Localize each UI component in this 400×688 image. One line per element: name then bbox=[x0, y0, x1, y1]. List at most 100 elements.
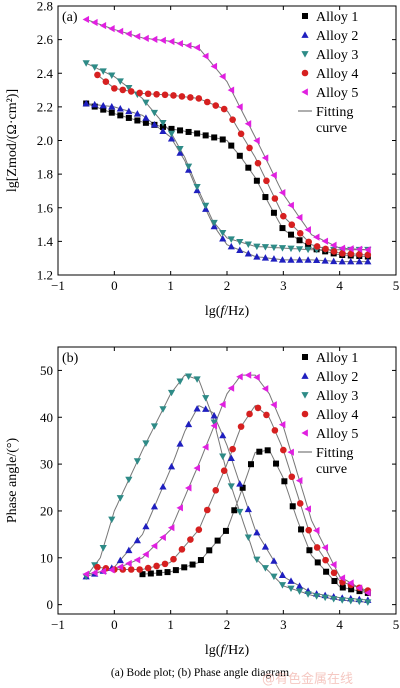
data-point bbox=[116, 563, 124, 571]
data-point bbox=[219, 431, 227, 439]
data-point bbox=[338, 244, 346, 252]
data-point bbox=[347, 597, 355, 605]
data-point bbox=[142, 522, 150, 530]
data-point bbox=[339, 584, 346, 591]
data-point bbox=[184, 484, 192, 492]
data-point bbox=[296, 230, 304, 237]
data-point bbox=[305, 238, 312, 246]
data-point bbox=[184, 163, 193, 171]
data-point bbox=[287, 201, 294, 209]
y-tick-label: 50 bbox=[40, 363, 53, 378]
y-tick-label: 2.0 bbox=[37, 133, 53, 148]
data-point bbox=[322, 245, 329, 253]
data-point bbox=[313, 526, 320, 535]
data-point bbox=[236, 103, 243, 111]
data-point bbox=[261, 565, 270, 572]
data-point bbox=[193, 183, 201, 191]
figure-caption: (a) Bode plot; (b) Phase angle diagram bbox=[110, 667, 290, 679]
y-tick-label: 10 bbox=[40, 550, 53, 565]
legend-label: Alloy 1 bbox=[316, 10, 358, 25]
data-point bbox=[253, 243, 261, 251]
data-point bbox=[296, 500, 304, 507]
data-point bbox=[256, 448, 263, 455]
x-tick-label: 1 bbox=[167, 617, 174, 632]
data-point bbox=[167, 462, 176, 470]
data-point bbox=[287, 585, 295, 593]
data-point bbox=[313, 243, 321, 250]
y-tick-label: 1.6 bbox=[37, 200, 54, 215]
data-point bbox=[270, 401, 277, 409]
data-point bbox=[338, 574, 346, 582]
data-point bbox=[177, 127, 184, 134]
data-point bbox=[202, 405, 210, 412]
data-point bbox=[193, 376, 201, 383]
data-point bbox=[229, 445, 236, 453]
data-point bbox=[133, 556, 141, 564]
data-point bbox=[159, 127, 167, 135]
legend-label: Alloy 2 bbox=[316, 370, 358, 385]
data-point bbox=[82, 15, 90, 24]
data-point bbox=[212, 102, 220, 109]
y-tick-label: 0 bbox=[47, 597, 54, 612]
legend-marker bbox=[301, 372, 309, 379]
data-point bbox=[355, 257, 363, 265]
data-point bbox=[220, 467, 228, 474]
data-point bbox=[195, 95, 203, 102]
data-point bbox=[228, 142, 235, 149]
data-point bbox=[211, 134, 218, 141]
legend-label: Fitting bbox=[316, 105, 353, 120]
data-point bbox=[202, 202, 210, 210]
fitting-curve-line bbox=[142, 449, 368, 594]
y-tick-label: 30 bbox=[40, 457, 53, 472]
data-point bbox=[156, 569, 163, 576]
data-point bbox=[253, 556, 261, 564]
data-point bbox=[142, 119, 149, 126]
data-point bbox=[236, 508, 244, 516]
fitting-curve-line bbox=[86, 103, 368, 263]
data-point bbox=[330, 241, 337, 249]
data-point bbox=[279, 225, 286, 232]
data-point bbox=[219, 453, 227, 461]
data-point bbox=[91, 569, 98, 577]
data-point bbox=[219, 230, 227, 237]
panel-label: (b) bbox=[62, 351, 79, 366]
data-point bbox=[281, 478, 288, 485]
data-point bbox=[253, 137, 260, 145]
data-point bbox=[219, 400, 226, 409]
data-point bbox=[313, 256, 321, 264]
data-point bbox=[264, 447, 271, 454]
legend-marker bbox=[301, 392, 309, 399]
y-tick-label: 1.4 bbox=[37, 234, 54, 249]
data-point bbox=[261, 254, 270, 261]
data-point bbox=[172, 567, 179, 574]
data-point bbox=[139, 571, 146, 578]
data-point bbox=[227, 86, 235, 94]
data-point bbox=[295, 213, 303, 222]
watermark: @有色金属在线 bbox=[262, 672, 354, 687]
data-point bbox=[270, 557, 278, 564]
data-point bbox=[278, 245, 287, 252]
y-axis-label: Phase angle/(°) bbox=[5, 438, 20, 524]
data-point bbox=[271, 427, 279, 434]
data-point bbox=[99, 68, 107, 75]
data-point bbox=[273, 460, 280, 467]
data-point bbox=[197, 557, 204, 564]
y-tick-label: 1.8 bbox=[37, 167, 53, 182]
data-point bbox=[261, 543, 270, 550]
data-point bbox=[219, 136, 226, 143]
data-point bbox=[347, 579, 354, 587]
data-point bbox=[189, 561, 196, 568]
data-point bbox=[150, 35, 158, 43]
chart-panel-1: −1 0 1 2 3 4 5 1.2 1.4 1.6 1.8 2.0 2.2 2.4 2.6 2.8 lg(f/… bbox=[5, 0, 399, 319]
data-point bbox=[338, 257, 346, 265]
y-tick-label: 2.8 bbox=[37, 0, 53, 14]
data-point bbox=[150, 502, 159, 510]
data-point bbox=[262, 194, 269, 201]
data-point bbox=[202, 395, 210, 402]
data-point bbox=[167, 37, 175, 46]
data-point bbox=[261, 244, 270, 251]
data-point bbox=[193, 405, 201, 412]
data-point bbox=[244, 371, 252, 379]
data-point bbox=[289, 503, 296, 510]
data-point bbox=[339, 250, 346, 257]
